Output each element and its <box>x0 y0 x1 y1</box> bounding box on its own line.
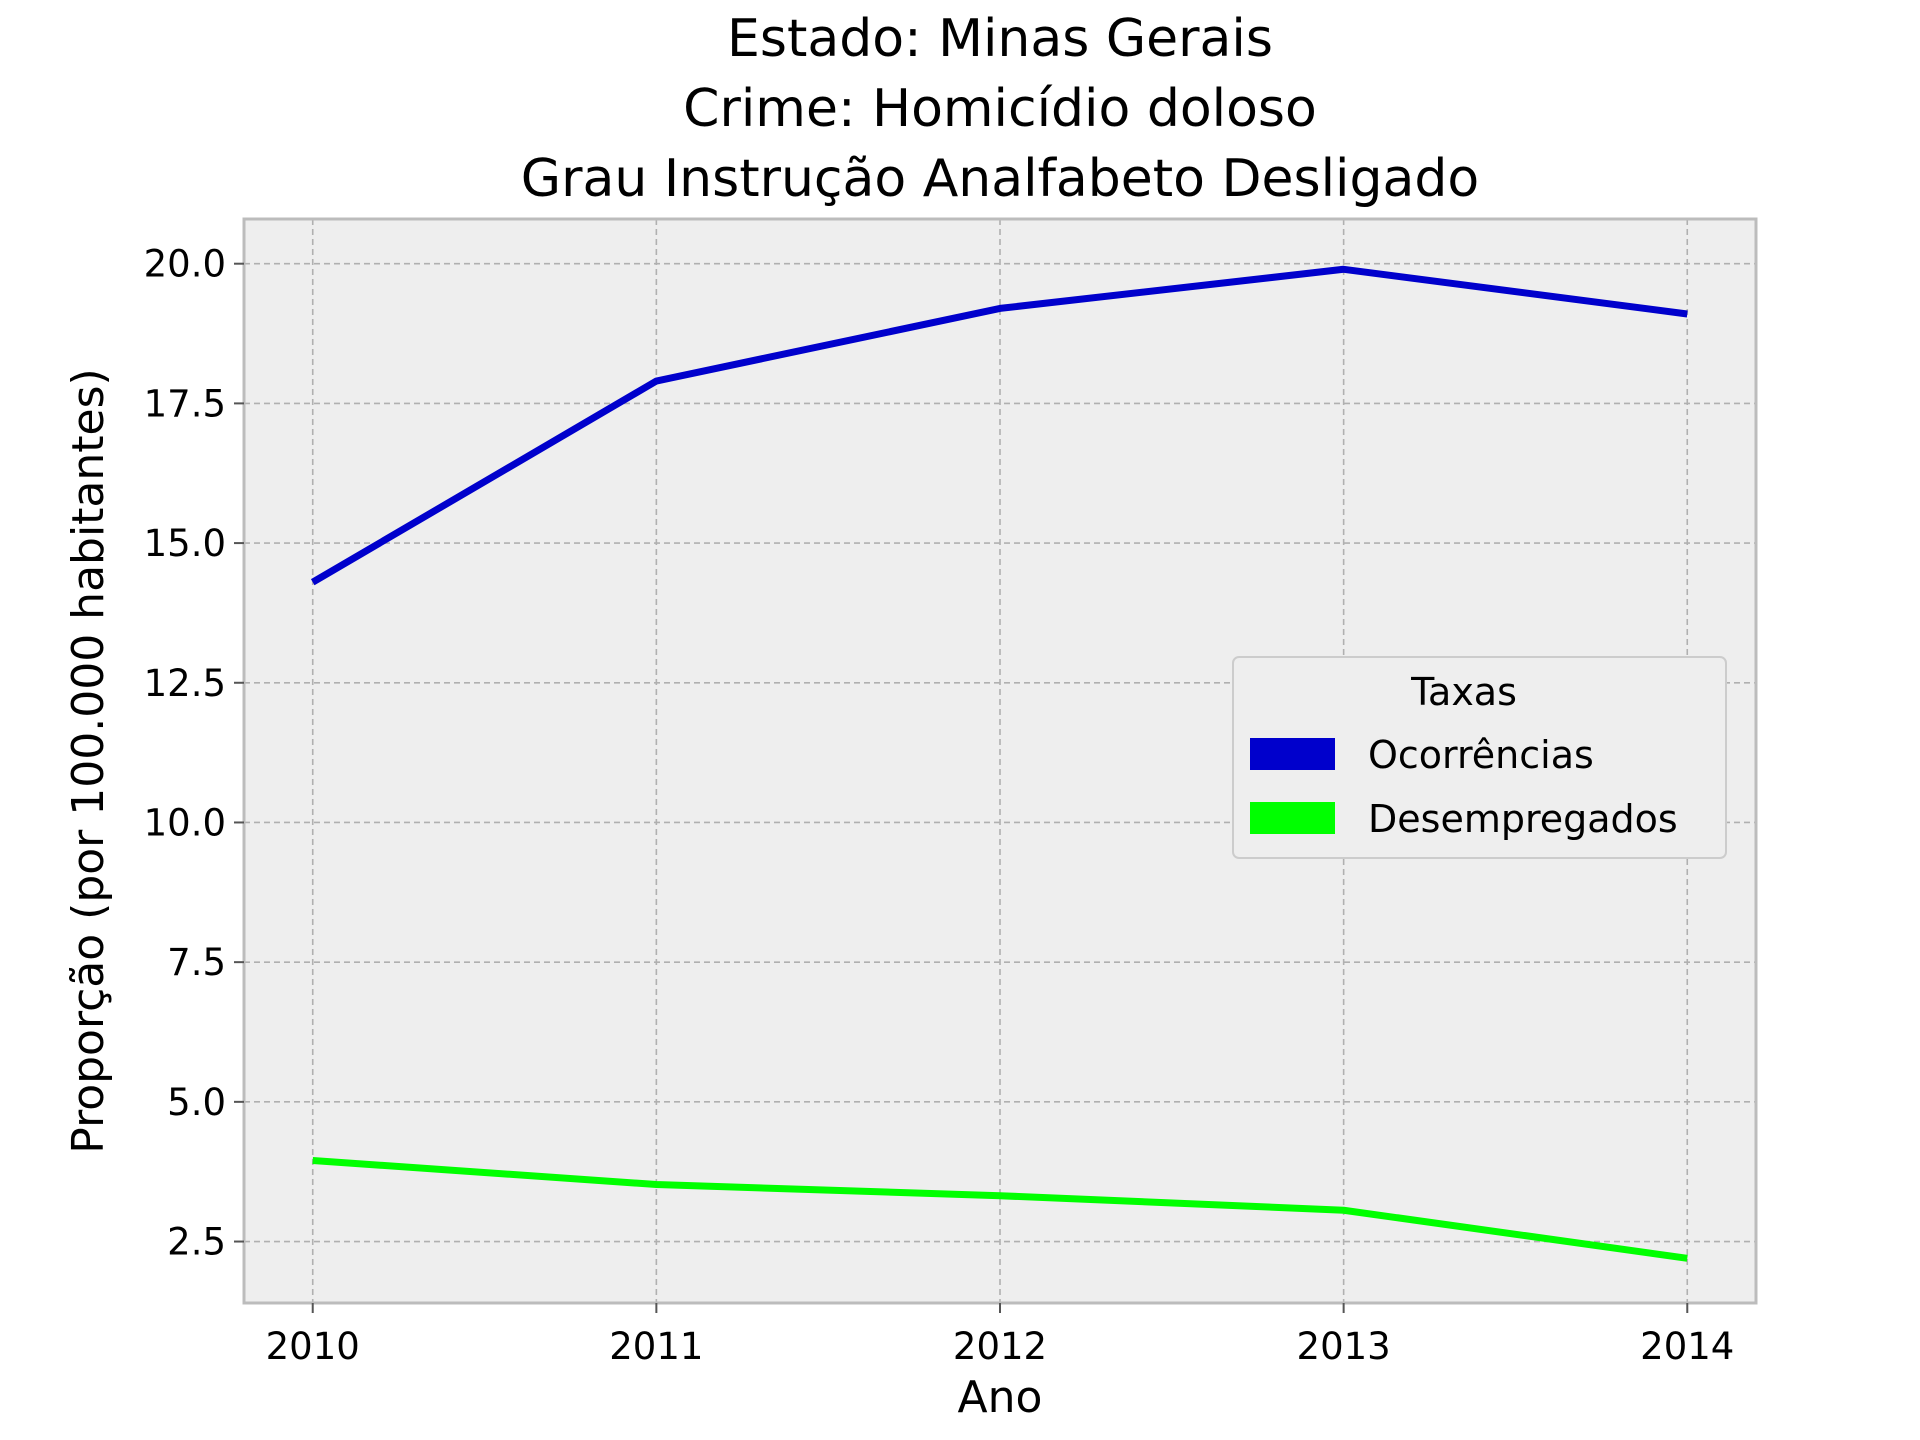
chart-title: Estado: Minas Gerais Crime: Homicídio dol… <box>521 9 1479 209</box>
y-tick-label: 15.0 <box>144 522 226 565</box>
x-tick-label: 2013 <box>1297 1325 1391 1368</box>
y-axis-ticks: 2.5 5.0 7.5 10.0 12.5 15.0 17.5 20.0 <box>144 243 244 1264</box>
legend-swatch-0 <box>1250 738 1335 770</box>
y-tick-label: 20.0 <box>144 243 226 286</box>
x-tick-label: 2011 <box>609 1325 703 1368</box>
chart-title-line-3: Grau Instrução Analfabeto Desligado <box>521 149 1479 209</box>
chart-title-line-2: Crime: Homicídio doloso <box>683 79 1317 139</box>
legend-title: Taxas <box>1410 670 1517 714</box>
y-tick-label: 10.0 <box>144 801 226 844</box>
x-axis-label: Ano <box>958 1372 1043 1423</box>
y-tick-label: 12.5 <box>144 662 226 705</box>
chart-title-line-1: Estado: Minas Gerais <box>727 9 1273 69</box>
y-tick-label: 7.5 <box>167 941 226 984</box>
legend-entry-label: Desempregados <box>1368 797 1678 841</box>
legend-entry-label: Ocorrências <box>1368 733 1594 777</box>
x-tick-label: 2012 <box>953 1325 1047 1368</box>
x-tick-label: 2014 <box>1640 1325 1734 1368</box>
y-tick-label: 17.5 <box>144 382 226 425</box>
legend-swatch-1 <box>1250 802 1335 834</box>
x-tick-label: 2010 <box>266 1325 360 1368</box>
y-tick-label: 2.5 <box>167 1221 226 1264</box>
x-axis-ticks: 2010 2011 2012 2013 2014 <box>266 1303 1734 1368</box>
y-axis-label: Proporção (por 100.000 habitantes) <box>63 368 114 1153</box>
legend-box <box>1232 656 1727 859</box>
legend: Taxas Ocorrências Desempregados <box>1232 656 1727 859</box>
series-lines <box>310 265 1688 1262</box>
y-tick-label: 5.0 <box>167 1081 226 1124</box>
